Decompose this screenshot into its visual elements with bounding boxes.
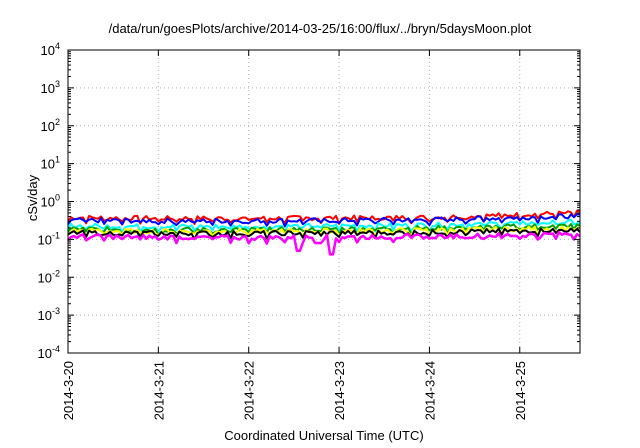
x-tick-label: 2014-3-21 bbox=[151, 361, 166, 420]
chart-title: /data/run/goesPlots/archive/2014-03-25/1… bbox=[108, 21, 532, 36]
y-axis-label: cSv/day bbox=[25, 174, 40, 222]
y-tick-label: 10-4 bbox=[38, 344, 60, 361]
series-line bbox=[67, 230, 581, 256]
y-tick-label: 103 bbox=[41, 79, 60, 96]
grid bbox=[68, 50, 580, 353]
series-line bbox=[67, 213, 581, 228]
series-group bbox=[67, 209, 581, 256]
x-tick-label: 2014-3-24 bbox=[422, 361, 437, 420]
series-line bbox=[67, 227, 581, 241]
x-axis-label: Coordinated Universal Time (UTC) bbox=[224, 428, 424, 443]
y-tick-label: 101 bbox=[41, 155, 60, 172]
y-tick-label: 100 bbox=[41, 193, 60, 210]
y-tick-label: 10-2 bbox=[38, 268, 60, 285]
x-tick-label: 2014-3-22 bbox=[242, 361, 257, 420]
x-tick-label: 2014-3-23 bbox=[332, 361, 347, 420]
y-tick-label: 10-3 bbox=[38, 306, 60, 323]
x-tick-label: 2014-3-20 bbox=[61, 361, 76, 420]
y-tick-label: 104 bbox=[41, 41, 60, 58]
ticks: 10-4 10-3 10-2 10-1 100 101 102 103 104 2014-3-20… bbox=[38, 41, 580, 420]
y-tick-label: 10-1 bbox=[38, 230, 60, 247]
x-tick-label: 2014-3-25 bbox=[513, 361, 528, 420]
y-tick-label: 102 bbox=[41, 117, 60, 134]
series-line bbox=[67, 218, 581, 234]
